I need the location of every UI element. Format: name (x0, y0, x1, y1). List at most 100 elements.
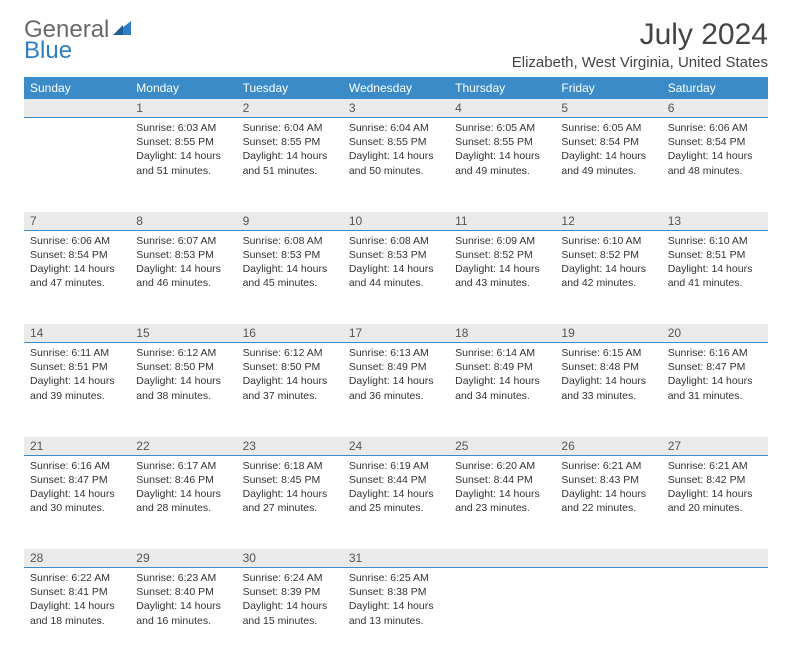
day-details: Sunrise: 6:15 AMSunset: 8:48 PMDaylight:… (555, 343, 661, 409)
sunrise-text: Sunrise: 6:16 AM (30, 459, 124, 473)
day-number (662, 549, 768, 568)
day-cell: Sunrise: 6:09 AMSunset: 8:52 PMDaylight:… (449, 230, 555, 324)
logo-text-blue: Blue (24, 39, 133, 63)
sunrise-text: Sunrise: 6:05 AM (561, 121, 655, 135)
sunset-text: Sunset: 8:53 PM (243, 248, 337, 262)
day-cell: Sunrise: 6:10 AMSunset: 8:52 PMDaylight:… (555, 230, 661, 324)
sunrise-text: Sunrise: 6:23 AM (136, 571, 230, 585)
day-number: 31 (343, 549, 449, 568)
sunrise-text: Sunrise: 6:10 AM (668, 234, 762, 248)
day-cell (555, 568, 661, 662)
day-number: 17 (343, 324, 449, 343)
day-cell (24, 118, 130, 212)
day-details: Sunrise: 6:10 AMSunset: 8:52 PMDaylight:… (555, 231, 661, 297)
daylight-text-1: Daylight: 14 hours (136, 149, 230, 163)
day-number: 10 (343, 212, 449, 231)
day-cell: Sunrise: 6:04 AMSunset: 8:55 PMDaylight:… (343, 118, 449, 212)
daylight-text-1: Daylight: 14 hours (561, 149, 655, 163)
day-number-row: 14151617181920 (24, 324, 768, 343)
daylight-text-1: Daylight: 14 hours (30, 487, 124, 501)
daylight-text-1: Daylight: 14 hours (136, 599, 230, 613)
weekday-header-row: SundayMondayTuesdayWednesdayThursdayFrid… (24, 77, 768, 99)
day-cell: Sunrise: 6:18 AMSunset: 8:45 PMDaylight:… (237, 455, 343, 549)
sunrise-text: Sunrise: 6:21 AM (668, 459, 762, 473)
sunset-text: Sunset: 8:54 PM (30, 248, 124, 262)
sunrise-text: Sunrise: 6:15 AM (561, 346, 655, 360)
weekday-header: Tuesday (237, 77, 343, 99)
day-cell: Sunrise: 6:07 AMSunset: 8:53 PMDaylight:… (130, 230, 236, 324)
daylight-text-1: Daylight: 14 hours (668, 262, 762, 276)
sunrise-text: Sunrise: 6:06 AM (30, 234, 124, 248)
day-number: 20 (662, 324, 768, 343)
daylight-text-1: Daylight: 14 hours (455, 487, 549, 501)
day-content-row: Sunrise: 6:11 AMSunset: 8:51 PMDaylight:… (24, 343, 768, 437)
daylight-text-1: Daylight: 14 hours (136, 374, 230, 388)
day-details: Sunrise: 6:20 AMSunset: 8:44 PMDaylight:… (449, 456, 555, 522)
sunset-text: Sunset: 8:53 PM (136, 248, 230, 262)
day-number: 5 (555, 99, 661, 118)
daylight-text-1: Daylight: 14 hours (243, 262, 337, 276)
day-details: Sunrise: 6:08 AMSunset: 8:53 PMDaylight:… (237, 231, 343, 297)
day-details: Sunrise: 6:22 AMSunset: 8:41 PMDaylight:… (24, 568, 130, 634)
sunset-text: Sunset: 8:40 PM (136, 585, 230, 599)
day-details: Sunrise: 6:23 AMSunset: 8:40 PMDaylight:… (130, 568, 236, 634)
daylight-text-2: and 15 minutes. (243, 614, 337, 628)
sunrise-text: Sunrise: 6:18 AM (243, 459, 337, 473)
day-number-row: 78910111213 (24, 212, 768, 231)
daylight-text-1: Daylight: 14 hours (349, 374, 443, 388)
sunset-text: Sunset: 8:55 PM (349, 135, 443, 149)
daylight-text-2: and 36 minutes. (349, 389, 443, 403)
day-cell: Sunrise: 6:25 AMSunset: 8:38 PMDaylight:… (343, 568, 449, 662)
daylight-text-2: and 33 minutes. (561, 389, 655, 403)
day-details: Sunrise: 6:04 AMSunset: 8:55 PMDaylight:… (343, 118, 449, 184)
day-cell: Sunrise: 6:03 AMSunset: 8:55 PMDaylight:… (130, 118, 236, 212)
daylight-text-1: Daylight: 14 hours (30, 599, 124, 613)
sunrise-text: Sunrise: 6:16 AM (668, 346, 762, 360)
day-details: Sunrise: 6:25 AMSunset: 8:38 PMDaylight:… (343, 568, 449, 634)
day-number: 3 (343, 99, 449, 118)
day-details: Sunrise: 6:03 AMSunset: 8:55 PMDaylight:… (130, 118, 236, 184)
weekday-header: Saturday (662, 77, 768, 99)
day-number: 8 (130, 212, 236, 231)
daylight-text-2: and 34 minutes. (455, 389, 549, 403)
sunset-text: Sunset: 8:50 PM (136, 360, 230, 374)
sunrise-text: Sunrise: 6:19 AM (349, 459, 443, 473)
daylight-text-2: and 48 minutes. (668, 164, 762, 178)
day-cell: Sunrise: 6:17 AMSunset: 8:46 PMDaylight:… (130, 455, 236, 549)
sunset-text: Sunset: 8:48 PM (561, 360, 655, 374)
daylight-text-1: Daylight: 14 hours (349, 149, 443, 163)
daylight-text-2: and 16 minutes. (136, 614, 230, 628)
day-number: 25 (449, 437, 555, 456)
day-details: Sunrise: 6:24 AMSunset: 8:39 PMDaylight:… (237, 568, 343, 634)
day-number (449, 549, 555, 568)
title-block: July 2024 Elizabeth, West Virginia, Unit… (512, 18, 768, 71)
weekday-header: Thursday (449, 77, 555, 99)
sunset-text: Sunset: 8:49 PM (455, 360, 549, 374)
day-details: Sunrise: 6:19 AMSunset: 8:44 PMDaylight:… (343, 456, 449, 522)
day-cell (662, 568, 768, 662)
day-content-row: Sunrise: 6:03 AMSunset: 8:55 PMDaylight:… (24, 118, 768, 212)
day-cell: Sunrise: 6:16 AMSunset: 8:47 PMDaylight:… (24, 455, 130, 549)
day-details: Sunrise: 6:05 AMSunset: 8:54 PMDaylight:… (555, 118, 661, 184)
day-number: 23 (237, 437, 343, 456)
sunset-text: Sunset: 8:51 PM (30, 360, 124, 374)
daylight-text-1: Daylight: 14 hours (243, 149, 337, 163)
daylight-text-1: Daylight: 14 hours (243, 599, 337, 613)
daylight-text-2: and 43 minutes. (455, 276, 549, 290)
day-number-row: 21222324252627 (24, 437, 768, 456)
day-cell: Sunrise: 6:12 AMSunset: 8:50 PMDaylight:… (130, 343, 236, 437)
day-details: Sunrise: 6:21 AMSunset: 8:42 PMDaylight:… (662, 456, 768, 522)
day-number: 16 (237, 324, 343, 343)
day-cell: Sunrise: 6:14 AMSunset: 8:49 PMDaylight:… (449, 343, 555, 437)
day-number: 27 (662, 437, 768, 456)
daylight-text-2: and 27 minutes. (243, 501, 337, 515)
day-details: Sunrise: 6:12 AMSunset: 8:50 PMDaylight:… (237, 343, 343, 409)
day-details: Sunrise: 6:07 AMSunset: 8:53 PMDaylight:… (130, 231, 236, 297)
day-cell: Sunrise: 6:21 AMSunset: 8:42 PMDaylight:… (662, 455, 768, 549)
day-content-row: Sunrise: 6:06 AMSunset: 8:54 PM Daylight:… (24, 230, 768, 324)
daylight-text-2: and 18 minutes. (30, 614, 124, 628)
sunset-text: Sunset: 8:53 PM (349, 248, 443, 262)
sunset-text: Sunset: 8:49 PM (349, 360, 443, 374)
sunset-text: Sunset: 8:46 PM (136, 473, 230, 487)
day-cell: Sunrise: 6:24 AMSunset: 8:39 PMDaylight:… (237, 568, 343, 662)
